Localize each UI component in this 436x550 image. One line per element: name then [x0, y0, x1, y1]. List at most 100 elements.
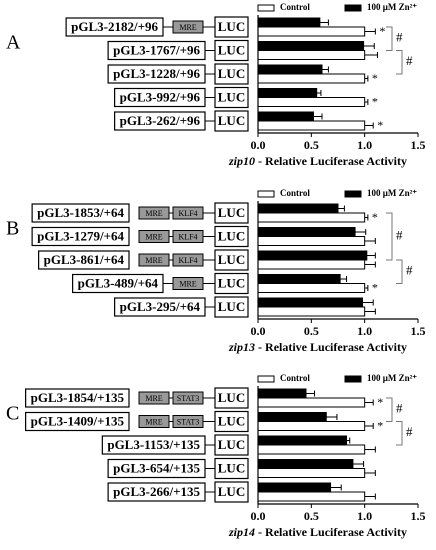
x-tick-label: 1.5 [411, 138, 426, 152]
panel-label: B [6, 218, 19, 240]
construct-label: pGL3-295/+64 [120, 299, 201, 314]
element-label: MRE [145, 209, 162, 218]
element-box [138, 206, 170, 220]
bar [257, 212, 366, 223]
bar [257, 388, 307, 399]
luc-label: LUC [218, 275, 245, 290]
element-label: MRE [179, 279, 196, 288]
error-bar [364, 423, 374, 429]
legend-label: 100 μM Zn²⁺ [367, 2, 417, 12]
error-bar [364, 308, 376, 315]
element-box [138, 391, 170, 405]
legend-swatch [344, 190, 362, 198]
x-tick-label: 0.5 [304, 509, 319, 523]
luc-label: LUC [218, 89, 245, 104]
element-label: MRE [145, 256, 162, 265]
bracket-label: # [406, 424, 413, 439]
bar [257, 297, 364, 308]
x-axis-label-gene: zip10 [228, 154, 255, 168]
element-box [172, 230, 204, 243]
x-tick-label: 0.0 [251, 138, 266, 152]
element-label: STAT3 [177, 417, 199, 426]
error-bar [338, 205, 345, 212]
error-bar [362, 299, 374, 306]
x-tick-label: 1.5 [411, 509, 426, 523]
bracket [396, 259, 403, 284]
legend-swatch [257, 375, 275, 383]
luc-box [214, 86, 249, 109]
bracket-label: # [396, 30, 403, 45]
bar [257, 97, 366, 107]
bracket-label: # [396, 401, 403, 416]
luc-label: LUC [218, 228, 245, 243]
bracket-label: # [406, 53, 413, 68]
construct-box [65, 17, 164, 37]
significance-star: * [379, 24, 385, 38]
luc-label: LUC [218, 299, 245, 314]
construct-label: pGL3-654/+135 [113, 460, 200, 475]
construct-box [72, 273, 164, 294]
luc-label: LUC [218, 66, 245, 81]
bar [257, 397, 366, 408]
legend-swatch [257, 190, 275, 198]
bar [257, 236, 366, 246]
construct-box [25, 388, 130, 408]
error-bar [330, 484, 342, 491]
x-axis-label: zip14 - Relative Luciferase Activity [228, 525, 407, 539]
bracket-label: # [396, 227, 403, 242]
x-axis-label-gene: zip14 [228, 525, 255, 539]
significance-star: * [377, 118, 383, 132]
construct-label: pGL3-266/+135 [113, 484, 200, 499]
construct-box [25, 411, 130, 432]
bar [257, 64, 323, 75]
luc-box [214, 457, 249, 480]
luc-label: LUC [218, 413, 245, 428]
error-bar [364, 285, 369, 291]
luc-box [214, 110, 249, 132]
bar [257, 26, 366, 37]
legend-label: Control [280, 188, 310, 198]
bracket [386, 26, 393, 51]
significance-star: * [372, 71, 378, 85]
bar [257, 41, 365, 51]
construct-label: pGL3-1853/+64 [37, 205, 124, 220]
legend-label: Control [280, 2, 310, 12]
error-bar [306, 390, 316, 397]
legend-label: 100 μM Zn²⁺ [367, 373, 417, 383]
error-bar [364, 75, 369, 82]
bar [257, 283, 366, 293]
element-label: KLF4 [178, 256, 197, 265]
construct-label: pGL3-861/+64 [44, 252, 125, 267]
error-bar [364, 446, 376, 453]
bar [257, 306, 366, 317]
luc-box [214, 387, 249, 409]
error-bar [319, 19, 329, 26]
luc-label: LUC [218, 205, 245, 220]
bracket [386, 212, 393, 261]
luc-box [214, 481, 249, 503]
luc-box [214, 296, 249, 318]
element-box [138, 415, 170, 428]
bracket [386, 397, 393, 422]
bracket [396, 421, 403, 446]
luc-box [214, 202, 249, 224]
x-axis-label: zip10 - Relative Luciferase Activity [228, 154, 407, 168]
luc-box [214, 249, 249, 271]
error-bar [364, 122, 374, 129]
luc-box [214, 225, 249, 248]
error-bar [364, 399, 374, 406]
luc-box [214, 272, 249, 295]
luc-label: LUC [218, 19, 245, 34]
error-bar [355, 229, 367, 235]
construct-box [114, 111, 206, 131]
error-bar [364, 493, 376, 500]
luc-label: LUC [218, 252, 245, 267]
construct-label: pGL3-1854/+135 [31, 390, 125, 405]
bar [257, 227, 356, 237]
element-box [172, 415, 204, 428]
bar [257, 482, 332, 493]
element-box [172, 277, 204, 290]
x-axis-label-text: - Relative Luciferase Activity [255, 340, 407, 354]
construct-box [107, 64, 206, 84]
construct-label: pGL3-1228/+96 [113, 66, 200, 81]
